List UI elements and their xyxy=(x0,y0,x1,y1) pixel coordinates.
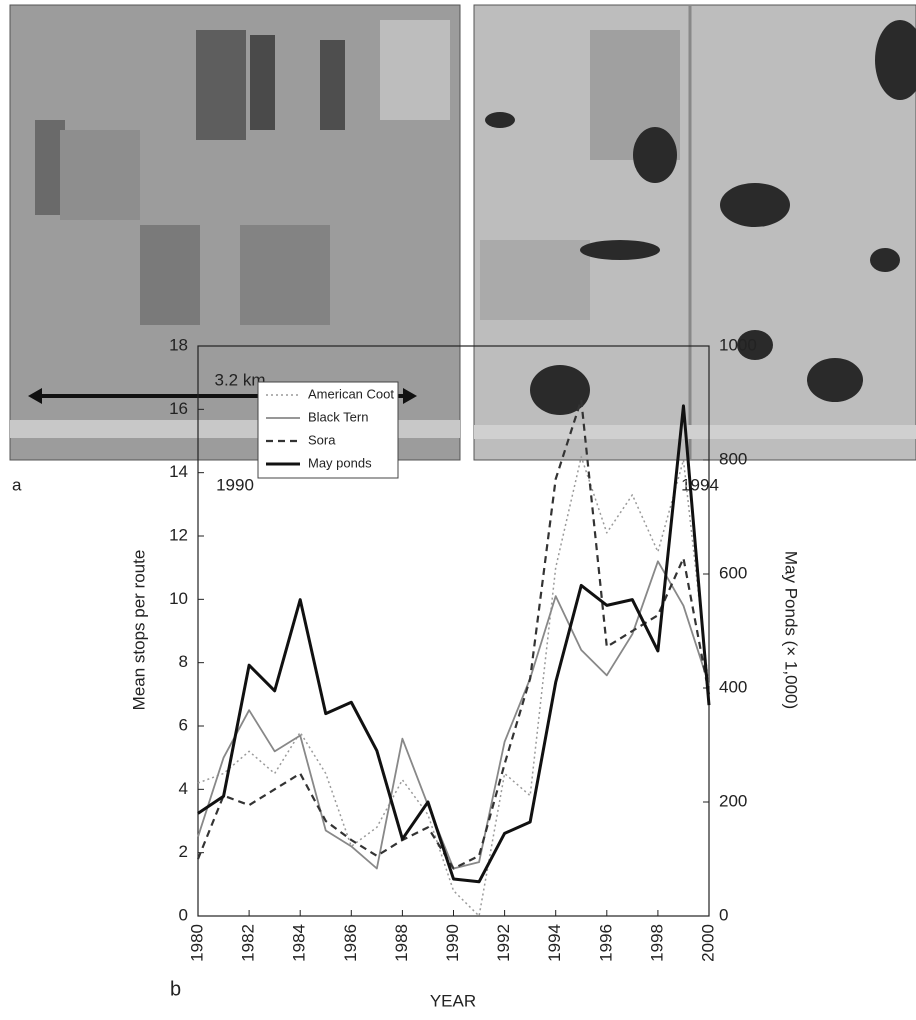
series-line xyxy=(197,456,710,917)
legend-label: Black Tern xyxy=(308,409,368,424)
legend-label: American Coot xyxy=(308,386,394,401)
y2-tick-label: 200 xyxy=(719,791,747,810)
x-tick-label: 1980 xyxy=(187,924,206,962)
x-tick-label: 1996 xyxy=(596,924,615,962)
y2-tick-label: 1000 xyxy=(719,335,757,354)
x-tick-label: 1998 xyxy=(647,924,666,962)
y2-tick-label: 400 xyxy=(719,677,747,696)
series-line xyxy=(197,404,711,884)
y-tick-label: 10 xyxy=(169,589,188,608)
legend-label: Sora xyxy=(308,432,336,447)
x-tick-label: 1988 xyxy=(392,924,411,962)
y-tick-label: 2 xyxy=(179,842,188,861)
legend-label: May ponds xyxy=(308,455,372,470)
x-tick-label: 1984 xyxy=(290,924,309,962)
satellite-image-1990 xyxy=(9,4,461,461)
x-tick-label: 1986 xyxy=(341,924,360,962)
y-tick-label: 6 xyxy=(179,715,188,734)
y2-tick-label: 800 xyxy=(719,449,747,468)
y-tick-label: 18 xyxy=(169,335,188,354)
y-tick-label: 12 xyxy=(169,525,188,544)
x-tick-label: 1992 xyxy=(494,924,513,962)
x-tick-label: 1990 xyxy=(443,924,462,962)
series-line xyxy=(196,398,711,870)
y-tick-label: 4 xyxy=(179,779,188,798)
y-tick-label: 8 xyxy=(179,652,188,671)
x-tick-label: 1994 xyxy=(545,924,564,962)
y-axis-label: Mean stops per route xyxy=(129,550,148,711)
panel-label: b xyxy=(170,978,181,1000)
series-line xyxy=(197,560,710,870)
x-tick-label: 1982 xyxy=(239,924,258,962)
y2-axis-label: May Ponds (× 1,000) xyxy=(782,551,801,709)
y-tick-label: 16 xyxy=(169,399,188,418)
y2-tick-label: 0 xyxy=(719,905,728,924)
x-axis-label: YEAR xyxy=(430,991,476,1010)
y2-tick-label: 600 xyxy=(719,563,747,582)
image-caption: 1990 xyxy=(216,475,254,494)
y-tick-label: 0 xyxy=(179,905,188,924)
y-tick-label: 14 xyxy=(169,462,188,481)
x-tick-label: 2000 xyxy=(698,924,717,962)
scale-label: 3.2 km xyxy=(214,370,265,389)
panel-label: a xyxy=(12,475,22,494)
legend-box xyxy=(257,381,399,479)
satellite-image-1994 xyxy=(473,4,916,461)
